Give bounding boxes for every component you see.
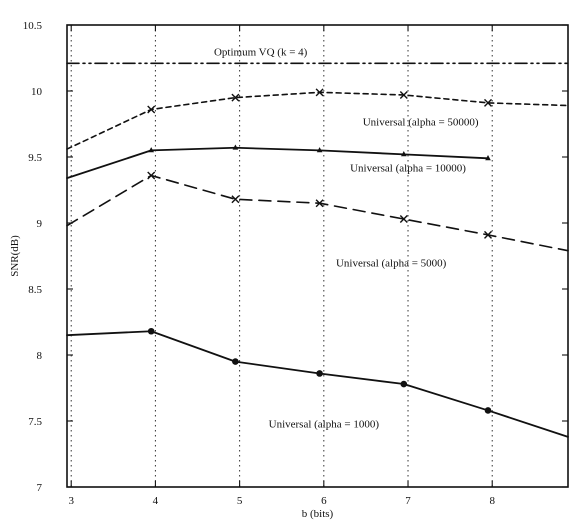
universal-alpha-10000-marker-4 bbox=[401, 151, 407, 157]
y-tick-label-8: 8 bbox=[37, 350, 43, 362]
x-axis-label: b (bits) bbox=[302, 508, 334, 520]
y-tick-label-10-5: 10.5 bbox=[23, 20, 43, 32]
universal-alpha-10000-line bbox=[66, 146, 489, 180]
universal-alpha-10000-marker-1 bbox=[148, 147, 155, 153]
x-tick-label-5: 5 bbox=[237, 495, 243, 507]
universal-alpha-50000-marker-3-b bbox=[315, 88, 324, 97]
universal-alpha-50000-marker-2-b bbox=[231, 93, 240, 102]
universal-alpha-50000-label: Universal (alpha = 50000) bbox=[363, 116, 479, 128]
y-tick-label-7: 7 bbox=[37, 482, 43, 494]
y-tick-label-9-5: 9.5 bbox=[28, 152, 42, 164]
x-tick-label-8: 8 bbox=[489, 495, 495, 507]
series-layer bbox=[66, 62, 569, 438]
universal-alpha-5000-label: Universal (alpha = 5000) bbox=[336, 258, 447, 270]
universal-alpha-10000-marker-2 bbox=[232, 144, 239, 150]
plot-frame bbox=[66, 24, 569, 488]
axis-layer: 3 4 5 6 7 8 7 7.5 8 8.5 9 9.5 10 10.5 b (bits) SNR(dB) bbox=[9, 20, 569, 520]
y-tick-label-9: 9 bbox=[37, 218, 43, 230]
universal-alpha-5000-marker-5-b bbox=[484, 230, 493, 239]
universal-alpha-5000-marker-3-b bbox=[315, 199, 324, 208]
x-tick-label-4: 4 bbox=[153, 495, 159, 507]
universal-alpha-50000-line bbox=[66, 91, 569, 150]
universal-alpha-5000-line bbox=[66, 174, 569, 252]
universal-alpha-10000-marker-5 bbox=[485, 155, 491, 161]
universal-alpha-5000-marker-2-b bbox=[231, 195, 240, 204]
x-tick-label-6: 6 bbox=[321, 495, 327, 507]
universal-alpha-50000-marker-1-b bbox=[147, 105, 156, 114]
universal-alpha-1000-marker-2 bbox=[232, 358, 239, 365]
universal-alpha-1000-marker-4 bbox=[400, 380, 408, 388]
universal-alpha-50000-marker-4-b bbox=[399, 90, 408, 99]
label-layer: Optimum VQ (k = 4) Universal (alpha = 500… bbox=[214, 46, 479, 430]
universal-alpha-10000-marker-3 bbox=[316, 147, 323, 153]
y-tick-label-8-5: 8.5 bbox=[28, 284, 42, 296]
y-axis-label: SNR(dB) bbox=[9, 235, 21, 277]
universal-alpha-50000-marker-5-b bbox=[484, 98, 493, 107]
universal-alpha-5000-marker-1-b bbox=[147, 171, 156, 180]
y-tick-label-10: 10 bbox=[31, 86, 43, 98]
universal-alpha-1000-marker-1 bbox=[147, 327, 155, 335]
x-tick-label-7: 7 bbox=[405, 495, 411, 507]
universal-alpha-1000-marker-5 bbox=[484, 407, 492, 414]
universal-alpha-10000-label: Universal (alpha = 10000) bbox=[350, 163, 466, 175]
y-tick-label-7-5: 7.5 bbox=[28, 416, 42, 428]
universal-alpha-5000-marker-4-b bbox=[399, 215, 408, 224]
universal-alpha-1000-marker-3 bbox=[316, 370, 323, 377]
x-tick-label-3: 3 bbox=[68, 495, 74, 507]
universal-alpha-1000-label: Universal (alpha = 1000) bbox=[269, 419, 380, 431]
optimum-vq-k-4-label: Optimum VQ (k = 4) bbox=[214, 46, 308, 58]
grid-layer bbox=[70, 25, 493, 487]
